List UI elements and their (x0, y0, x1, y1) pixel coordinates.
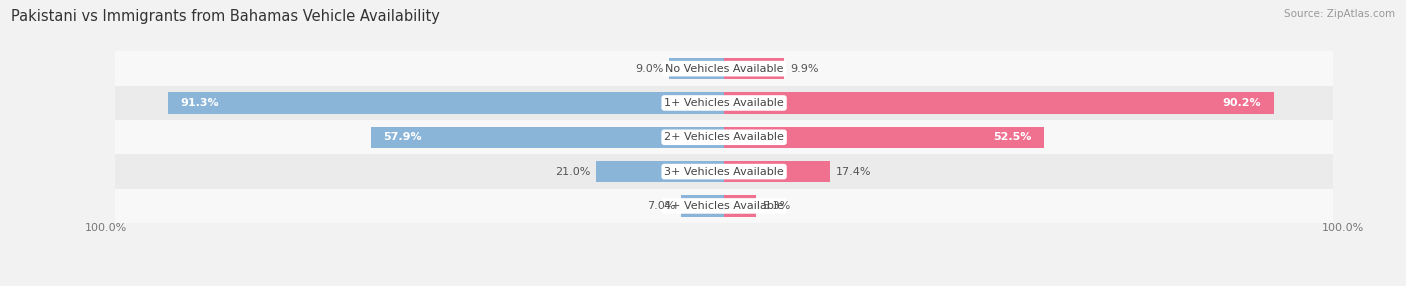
Bar (115, 120, 1333, 154)
Text: 5.3%: 5.3% (762, 201, 790, 211)
Bar (724, 92, 1274, 114)
Text: 52.5%: 52.5% (994, 132, 1032, 142)
Text: 1+ Vehicles Available: 1+ Vehicles Available (664, 98, 785, 108)
Text: No Vehicles Available: No Vehicles Available (665, 64, 783, 74)
Text: 57.9%: 57.9% (384, 132, 422, 142)
Text: 2+ Vehicles Available: 2+ Vehicles Available (664, 132, 785, 142)
Bar (596, 161, 724, 182)
Text: 91.3%: 91.3% (180, 98, 219, 108)
Bar (724, 127, 1043, 148)
Bar (724, 195, 756, 217)
Text: 3+ Vehicles Available: 3+ Vehicles Available (664, 167, 785, 176)
Text: Source: ZipAtlas.com: Source: ZipAtlas.com (1284, 9, 1395, 19)
Bar (115, 154, 1333, 189)
Text: 4+ Vehicles Available: 4+ Vehicles Available (664, 201, 785, 211)
Text: 100.0%: 100.0% (1322, 223, 1364, 233)
Text: 9.0%: 9.0% (634, 64, 664, 74)
Bar (167, 92, 724, 114)
Text: Pakistani vs Immigrants from Bahamas Vehicle Availability: Pakistani vs Immigrants from Bahamas Veh… (11, 9, 440, 23)
Text: 9.9%: 9.9% (790, 64, 820, 74)
Bar (115, 86, 1333, 120)
Bar (371, 127, 724, 148)
Text: 100.0%: 100.0% (84, 223, 127, 233)
Bar (724, 58, 785, 79)
Text: 7.0%: 7.0% (647, 201, 675, 211)
Text: 21.0%: 21.0% (555, 167, 591, 176)
Bar (724, 161, 830, 182)
Text: 17.4%: 17.4% (837, 167, 872, 176)
Text: 90.2%: 90.2% (1223, 98, 1261, 108)
Bar (669, 58, 724, 79)
Bar (682, 195, 724, 217)
Bar (115, 189, 1333, 223)
Bar (115, 51, 1333, 86)
